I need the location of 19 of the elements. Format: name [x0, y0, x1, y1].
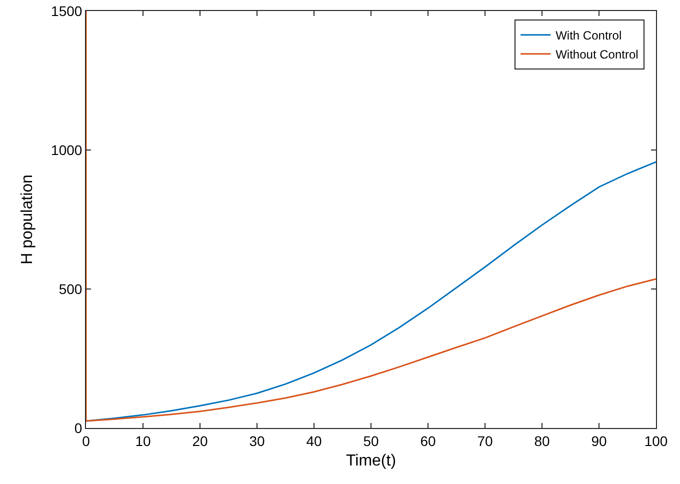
y-tick-label: 0 [74, 420, 82, 436]
legend-label: Without Control [556, 48, 638, 62]
y-axis-title: H population [18, 174, 36, 264]
x-tick-label: 70 [477, 432, 493, 449]
x-axis-title: Time(t) [346, 452, 396, 470]
x-tick-label: 40 [306, 432, 322, 449]
line-series [86, 11, 656, 422]
legend-label: With Control [556, 28, 622, 43]
x-tick-label: 50 [363, 432, 379, 449]
x-tick-label: 60 [420, 432, 436, 449]
x-tick-label: 20 [192, 432, 208, 449]
x-tick-label: 80 [534, 432, 550, 449]
y-tick-label: 1000 [51, 142, 82, 158]
y-tick-label: 500 [58, 280, 82, 297]
x-tick-label: 30 [249, 432, 265, 449]
x-tick-label: 100 [644, 432, 668, 449]
x-tick-label: 10 [135, 432, 151, 449]
y-tick-label: 1500 [51, 2, 82, 19]
x-tick-label: 90 [591, 432, 607, 449]
